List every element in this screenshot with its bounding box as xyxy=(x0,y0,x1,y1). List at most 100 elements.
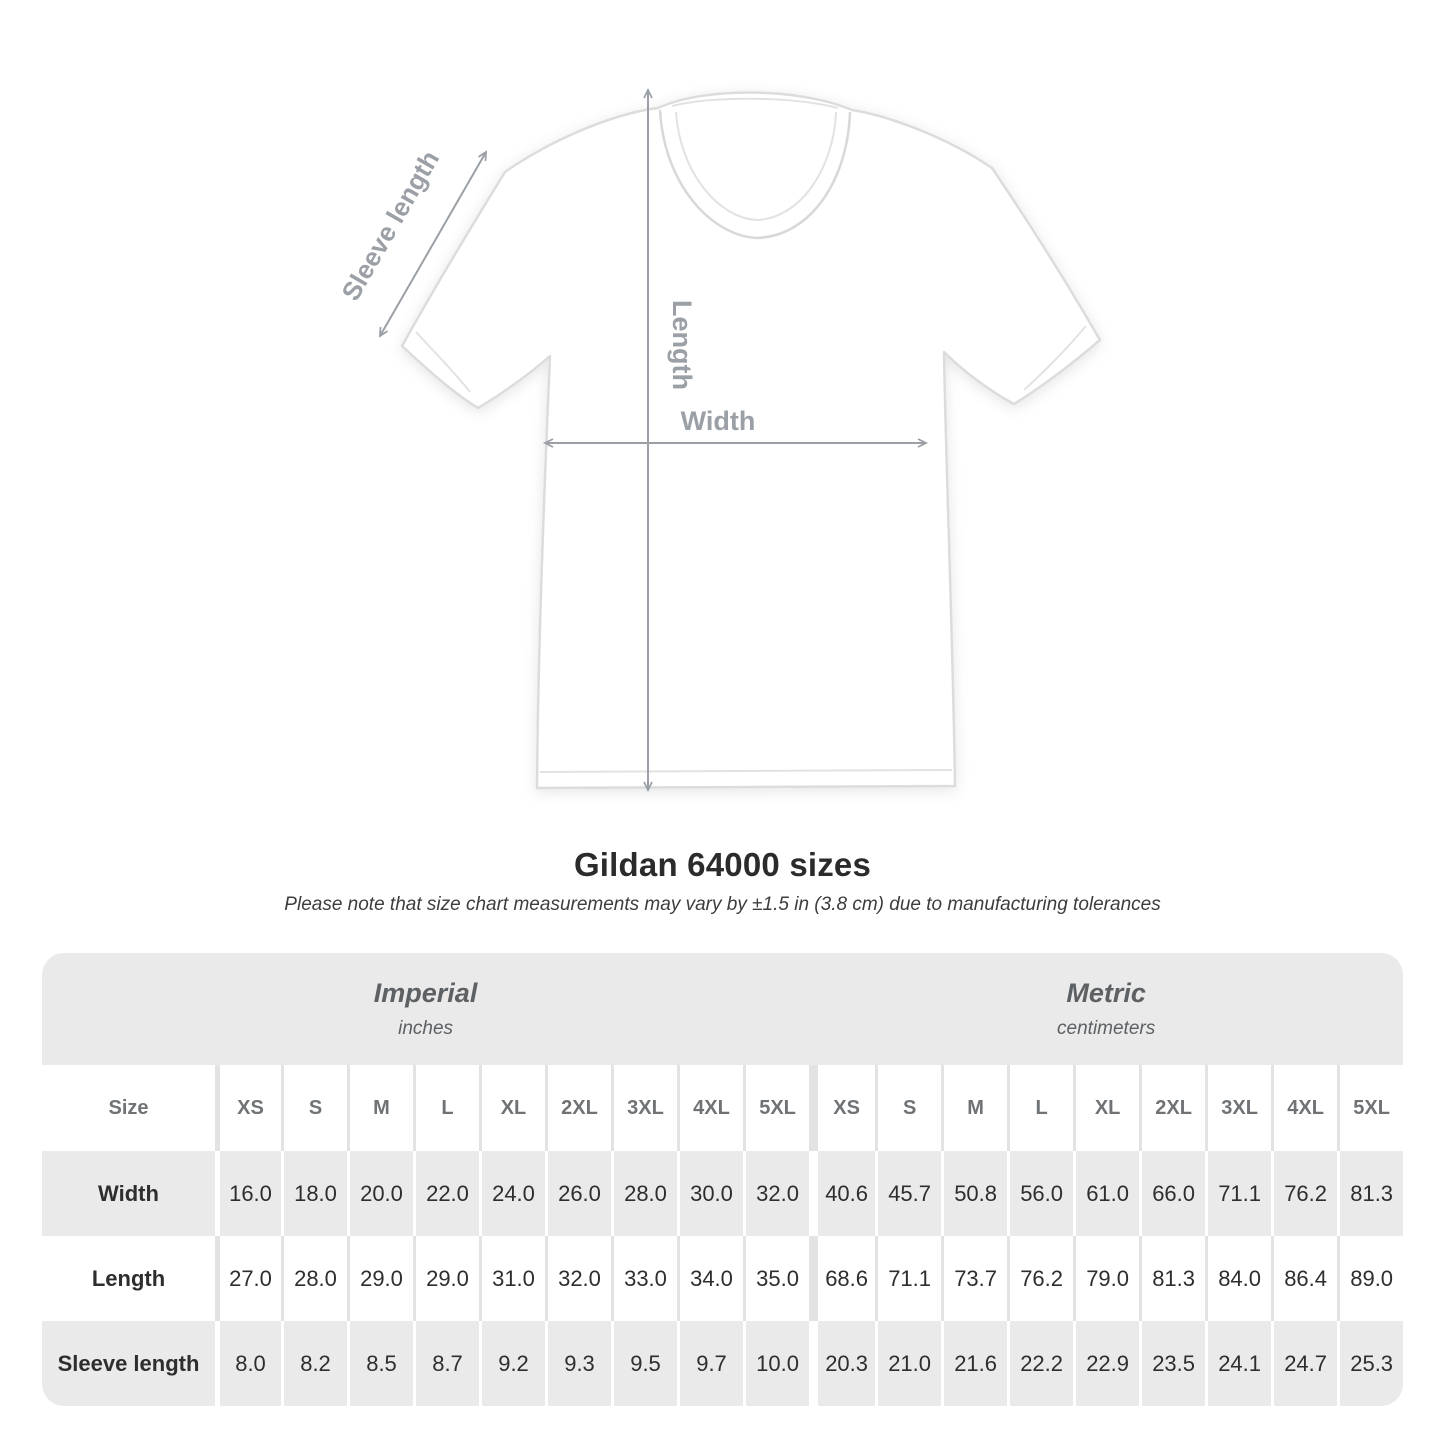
table-cell: 79.0 xyxy=(1073,1236,1140,1321)
table-cell: 81.3 xyxy=(1337,1151,1404,1236)
table-cell: 18.0 xyxy=(281,1151,347,1236)
table-cell: 35.0 xyxy=(743,1236,810,1321)
col-header: S xyxy=(281,1065,347,1151)
table-cell: 28.0 xyxy=(281,1236,347,1321)
size-table: Imperial inches Metric centimeters Size … xyxy=(42,953,1404,1406)
table-cell: 24.1 xyxy=(1205,1321,1272,1406)
table-cell: 50.8 xyxy=(941,1151,1008,1236)
tshirt-shape xyxy=(400,91,1102,790)
table-cell: 33.0 xyxy=(611,1236,677,1321)
col-header: 2XL xyxy=(545,1065,611,1151)
table-cell: 31.0 xyxy=(479,1236,545,1321)
table-row-width: Width 16.0 18.0 20.0 22.0 24.0 26.0 28.0… xyxy=(42,1151,1404,1236)
table-cell: 76.2 xyxy=(1007,1236,1074,1321)
table-cell: 89.0 xyxy=(1337,1236,1404,1321)
table-cell: 34.0 xyxy=(677,1236,743,1321)
col-header: XL xyxy=(479,1065,545,1151)
table-cell: 84.0 xyxy=(1205,1236,1272,1321)
table-cell: 32.0 xyxy=(743,1151,810,1236)
table-cell: 24.7 xyxy=(1271,1321,1338,1406)
col-header: L xyxy=(413,1065,479,1151)
table-cell: 86.4 xyxy=(1271,1236,1338,1321)
table-cell: 81.3 xyxy=(1139,1236,1206,1321)
size-chart-table: Imperial inches Metric centimeters Size … xyxy=(42,953,1404,1406)
table-row-length: Length 27.0 28.0 29.0 29.0 31.0 32.0 33.… xyxy=(42,1236,1404,1321)
metric-label: Metric xyxy=(1066,978,1146,1008)
col-header: XS xyxy=(809,1065,876,1151)
table-cell: 29.0 xyxy=(413,1236,479,1321)
sleeve-length-arrow xyxy=(378,150,488,338)
col-header: L xyxy=(1007,1065,1074,1151)
table-cell: 68.6 xyxy=(809,1236,876,1321)
row-label: Length xyxy=(42,1236,215,1321)
length-label: Length xyxy=(667,300,697,390)
row-label: Width xyxy=(42,1151,215,1236)
col-header: 4XL xyxy=(1271,1065,1338,1151)
row-label: Sleeve length xyxy=(42,1321,215,1406)
imperial-label: Imperial xyxy=(373,978,478,1008)
table-row-sleeve-length: Sleeve length 8.0 8.2 8.5 8.7 9.2 9.3 9.… xyxy=(42,1321,1404,1406)
table-cell: 9.3 xyxy=(545,1321,611,1406)
table-cell: 56.0 xyxy=(1007,1151,1074,1236)
dimension-lines xyxy=(378,87,929,793)
table-cell: 22.0 xyxy=(413,1151,479,1236)
table-cell: 25.3 xyxy=(1337,1321,1404,1406)
table-cell: 61.0 xyxy=(1073,1151,1140,1236)
table-cell: 71.1 xyxy=(875,1236,942,1321)
table-cell: 22.2 xyxy=(1007,1321,1074,1406)
table-cell: 8.0 xyxy=(215,1321,281,1406)
table-cell: 73.7 xyxy=(941,1236,1008,1321)
metric-group-header: Metric centimeters xyxy=(809,953,1404,1065)
table-cell: 23.5 xyxy=(1139,1321,1206,1406)
table-cell: 40.6 xyxy=(809,1151,876,1236)
table-cell: 76.2 xyxy=(1271,1151,1338,1236)
table-cell: 27.0 xyxy=(215,1236,281,1321)
tshirt-image: Width Length Sleeve length xyxy=(335,87,1102,793)
table-cell: 16.0 xyxy=(215,1151,281,1236)
size-header-row: Size XS S M L XL 2XL 3XL 4XL 5XL XS S M … xyxy=(42,1065,1404,1151)
table-cell: 20.0 xyxy=(347,1151,413,1236)
table-cell: 9.7 xyxy=(677,1321,743,1406)
table-cell: 30.0 xyxy=(677,1151,743,1236)
table-cell: 8.5 xyxy=(347,1321,413,1406)
width-label: Width xyxy=(681,406,756,436)
sleeve-length-label: Sleeve length xyxy=(335,145,445,305)
table-cell: 20.3 xyxy=(809,1321,876,1406)
unit-group-row: Imperial inches Metric centimeters xyxy=(42,953,1404,1065)
table-cell: 22.9 xyxy=(1073,1321,1140,1406)
col-header: 5XL xyxy=(743,1065,810,1151)
col-header: M xyxy=(941,1065,1008,1151)
table-cell: 28.0 xyxy=(611,1151,677,1236)
table-cell: 66.0 xyxy=(1139,1151,1206,1236)
table-cell: 32.0 xyxy=(545,1236,611,1321)
table-cell: 21.0 xyxy=(875,1321,942,1406)
table-cell: 71.1 xyxy=(1205,1151,1272,1236)
table-cell: 26.0 xyxy=(545,1151,611,1236)
heading: Gildan 64000 sizes Please note that size… xyxy=(0,846,1445,916)
table-cell: 24.0 xyxy=(479,1151,545,1236)
col-header: 3XL xyxy=(611,1065,677,1151)
tshirt-seams xyxy=(415,97,1087,773)
table-cell: 29.0 xyxy=(347,1236,413,1321)
page-title: Gildan 64000 sizes xyxy=(573,846,872,883)
metric-unit: centimeters xyxy=(1057,1018,1156,1039)
tolerance-note: Please note that size chart measurements… xyxy=(284,894,1161,915)
col-header: 5XL xyxy=(1337,1065,1404,1151)
col-header: M xyxy=(347,1065,413,1151)
corner-header: Size xyxy=(42,1065,215,1151)
table-cell: 21.6 xyxy=(941,1321,1008,1406)
imperial-unit: inches xyxy=(398,1018,454,1039)
table-cell: 45.7 xyxy=(875,1151,942,1236)
table-cell: 9.5 xyxy=(611,1321,677,1406)
col-header: 4XL xyxy=(677,1065,743,1151)
table-cell: 10.0 xyxy=(743,1321,810,1406)
col-header: S xyxy=(875,1065,942,1151)
table-cell: 8.2 xyxy=(281,1321,347,1406)
table-cell: 8.7 xyxy=(413,1321,479,1406)
col-header: XL xyxy=(1073,1065,1140,1151)
col-header: 3XL xyxy=(1205,1065,1272,1151)
table-cell: 9.2 xyxy=(479,1321,545,1406)
col-header: XS xyxy=(215,1065,281,1151)
shirt-measurement-diagram: Width Length Sleeve length xyxy=(335,87,1102,793)
imperial-group-header: Imperial inches xyxy=(42,953,810,1065)
